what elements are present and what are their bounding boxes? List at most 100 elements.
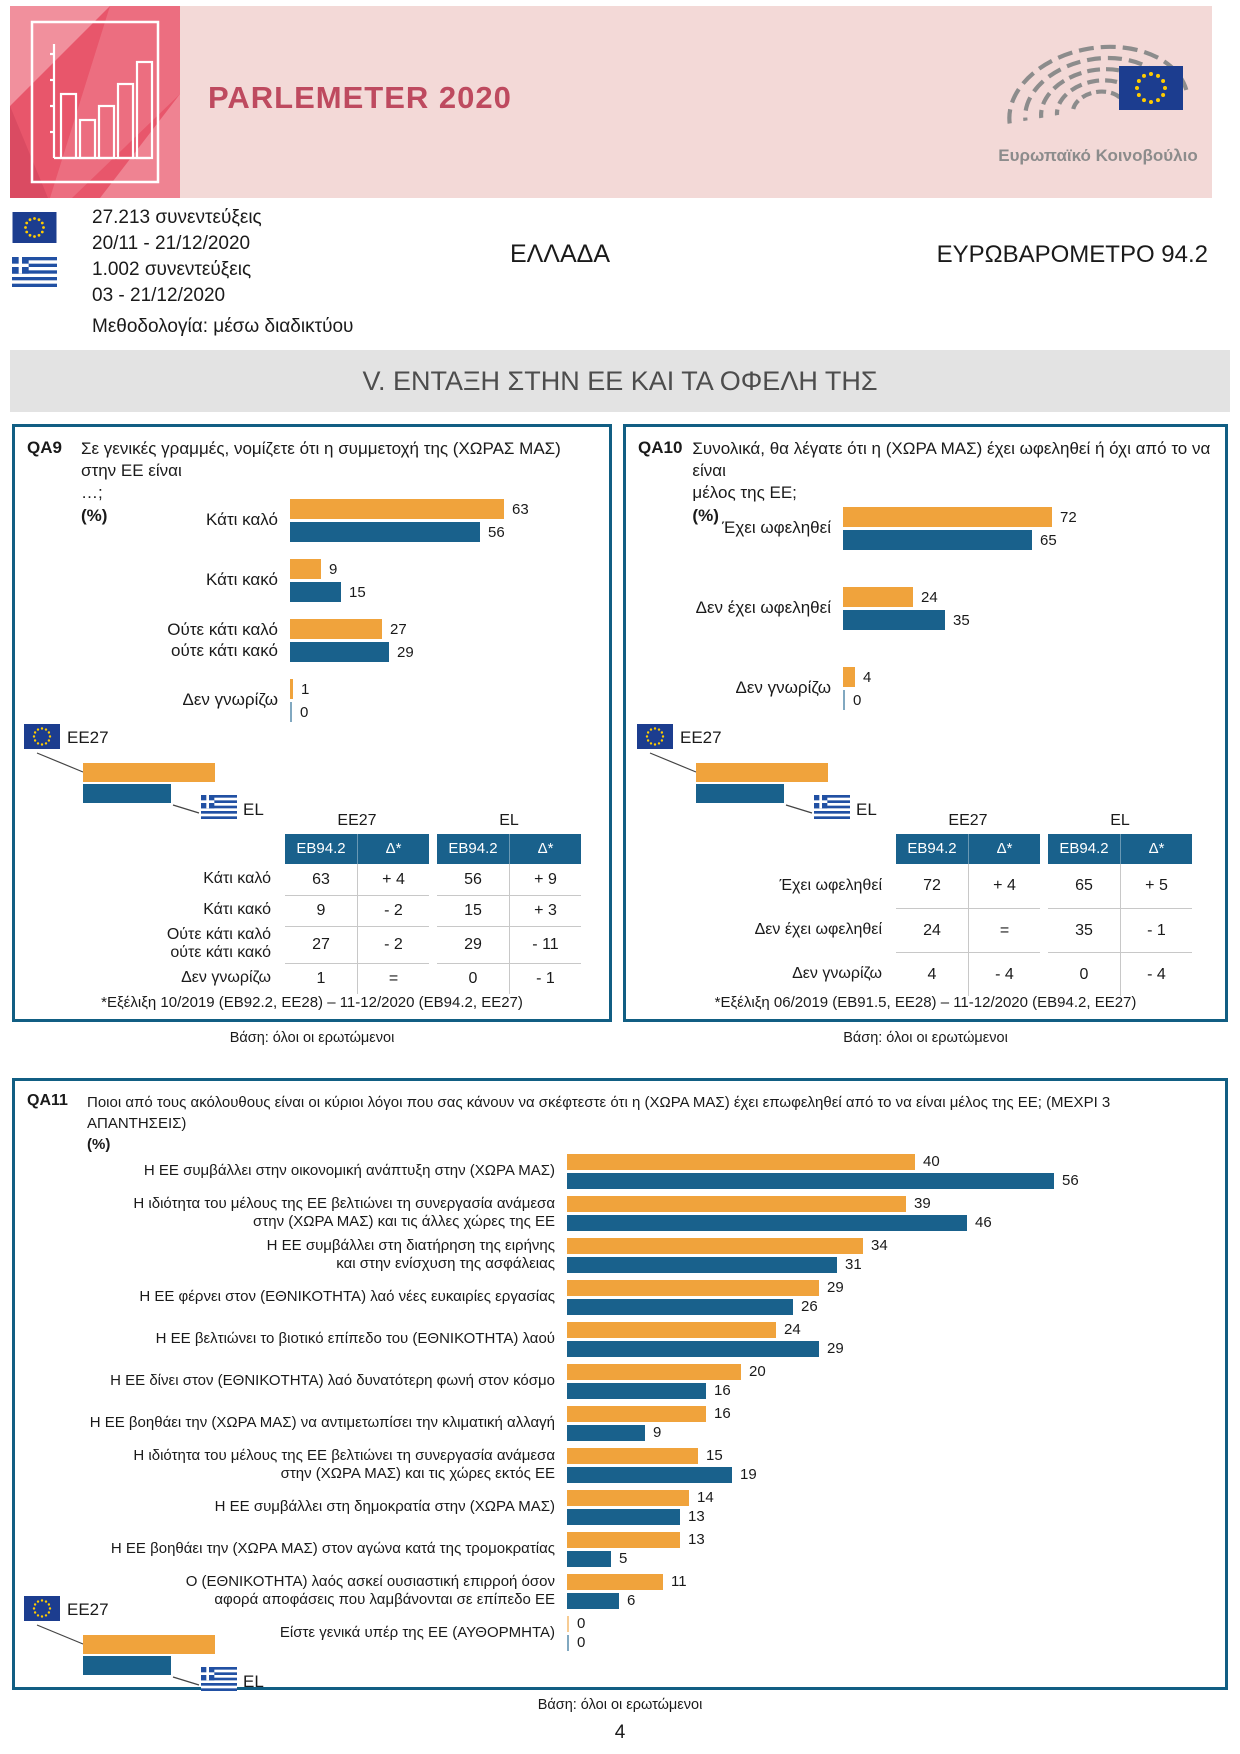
category-label: Η ΕΕ δίνει στον (ΕΘΝΙΚΟΤΗΤΑ) λαό δυνατότ… <box>110 1372 555 1390</box>
bar-value: 46 <box>975 1214 992 1231</box>
eu-flag-icon <box>637 724 673 749</box>
bar-ee27 <box>567 1363 741 1380</box>
qa9-panel: QA9 Σε γενικές γραμμές, νομίζετε ότι η σ… <box>12 424 612 1022</box>
ep-hemicycle-icon <box>1007 44 1191 125</box>
parlemeter-logo-icon <box>10 6 180 198</box>
header-banner: PARLEMETER 2020 <box>10 6 1212 198</box>
legend-el-label: EL <box>856 800 877 819</box>
spacer <box>27 812 285 834</box>
category-label: Η ΕΕ συμβάλλει στη δημοκρατία στην (ΧΩΡΑ… <box>214 1498 555 1516</box>
bar-el <box>290 642 389 662</box>
question-text: Συνολικά, θα λέγατε ότι η (ΧΩΡΑ ΜΑΣ) έχε… <box>692 439 1211 503</box>
bar-el <box>567 1172 1054 1189</box>
bar-ee27 <box>843 667 855 687</box>
bar-value: 1 <box>301 680 310 698</box>
bar-line: 9 <box>290 559 601 579</box>
evolution-footnote: *Εξέλιξη 06/2019 (EB91.5, EE28) – 11-12/… <box>714 994 1137 1011</box>
bar-ee27 <box>290 559 321 579</box>
table-value: - 4 <box>1120 952 1192 996</box>
chart-row: Η ιδιότητα του μέλους της ΕΕ βελτιώνει τ… <box>21 1195 1217 1231</box>
greece-flag-icon <box>201 795 237 819</box>
unit-label: (%) <box>692 506 719 526</box>
bar-value: 14 <box>697 1489 714 1506</box>
qa11-panel: QA11 Ποιοι από τους ακόλουθους είναι οι … <box>12 1078 1228 1691</box>
bar-group: 9 15 <box>290 559 601 602</box>
legend-ee27-label: EE27 <box>680 728 722 747</box>
table-row-label: Ούτε κάτι καλό ούτε κάτι κακό <box>166 926 271 962</box>
bar-group: 14 13 <box>567 1489 1217 1525</box>
bar-el <box>290 522 480 542</box>
eu-sample-size: 27.213 συνεντεύξεις <box>92 207 262 228</box>
bar-line: 46 <box>567 1214 1217 1231</box>
bar-value: 5 <box>619 1550 628 1567</box>
unit-label: (%) <box>87 1136 111 1153</box>
question-text: Ποιοι από τους ακόλουθους είναι οι κύριο… <box>87 1094 1111 1132</box>
category-label: Δεν έχει ωφεληθεί <box>695 598 831 618</box>
chart-legend: EE27 EL <box>23 723 273 823</box>
bar-group: 63 56 <box>290 499 601 542</box>
table-value: + 3 <box>509 895 581 926</box>
bar-value: 0 <box>853 691 862 709</box>
table-value: 15 <box>437 895 509 926</box>
bar-line: 16 <box>567 1405 1217 1422</box>
chart-row: Ούτε κάτι καλό ούτε κάτι κακό 27 29 <box>25 619 601 662</box>
methodology-note: Μεθοδολογία: μέσω διαδικτύου <box>92 316 354 337</box>
bar-line: 26 <box>567 1298 1217 1315</box>
spacer <box>1040 864 1048 908</box>
table-group-header: EL <box>1110 812 1130 829</box>
bar-el <box>567 1214 967 1231</box>
spacer <box>638 812 896 834</box>
chart-row: Κάτι κακό 9 15 <box>25 559 601 602</box>
bar-value: 31 <box>845 1256 862 1273</box>
bar-ee27 <box>843 587 913 607</box>
spacer <box>429 834 437 864</box>
bar-value: 24 <box>784 1321 801 1338</box>
table-value: 0 <box>1048 952 1120 996</box>
bar-value: 11 <box>671 1573 687 1590</box>
eu-flag-icon <box>1119 66 1183 110</box>
bar-ee27 <box>567 1237 863 1254</box>
bar-line: 40 <box>567 1153 1217 1170</box>
table-value: - 2 <box>357 895 429 926</box>
bar-ee27 <box>567 1405 706 1422</box>
question-id: QA9 <box>27 438 62 457</box>
bar-line: 6 <box>567 1592 1217 1609</box>
eu-flag-icon <box>12 212 57 243</box>
table-col-header: Δ* <box>1120 834 1192 864</box>
table-value: 0 <box>437 962 509 994</box>
bar-el <box>843 690 845 710</box>
bar-group: 13 5 <box>567 1531 1217 1567</box>
bar-value: 27 <box>390 620 407 638</box>
bar-el <box>567 1508 680 1525</box>
bar-line: 29 <box>567 1340 1217 1357</box>
chart-row: Η ΕΕ συμβάλλει στην οικονομική ανάπτυξη … <box>21 1153 1217 1189</box>
table-col-header: EB94.2 <box>896 834 968 864</box>
spacer <box>1040 812 1048 834</box>
bar-el <box>290 582 341 602</box>
table-value: + 4 <box>357 864 429 895</box>
greece-flag-icon <box>814 795 850 819</box>
bar-el <box>290 702 292 722</box>
table-col-header: Δ* <box>509 834 581 864</box>
bar-el <box>567 1550 611 1567</box>
table-value: + 9 <box>509 864 581 895</box>
spacer <box>429 812 437 834</box>
chart-legend: EE27 EL <box>23 1595 273 1695</box>
bar-el <box>567 1340 819 1357</box>
bar-el <box>843 530 1032 550</box>
bar-value: 16 <box>714 1405 731 1422</box>
bar-group: 40 56 <box>567 1153 1217 1189</box>
legend-ee27-bar <box>83 763 215 782</box>
bar-value: 40 <box>923 1153 940 1170</box>
qa9-results-table: EE27 EL EB94.2 Δ* EB94.2 Δ* Κάτι καλό 63 + 4 56 + … <box>27 812 581 994</box>
bar-value: 15 <box>349 583 366 601</box>
bar-line: 24 <box>567 1321 1217 1338</box>
bar-group: 15 19 <box>567 1447 1217 1483</box>
eu-flag-icon <box>24 724 60 749</box>
bar-line: 34 <box>567 1237 1217 1254</box>
bar-value: 13 <box>688 1531 705 1548</box>
bar-line: 5 <box>567 1550 1217 1567</box>
bar-line: 27 <box>290 619 601 639</box>
chart-row: Η ΕΕ συμβάλλει στη διατήρηση της ειρήνης… <box>21 1237 1217 1273</box>
question-id: QA11 <box>27 1092 68 1109</box>
